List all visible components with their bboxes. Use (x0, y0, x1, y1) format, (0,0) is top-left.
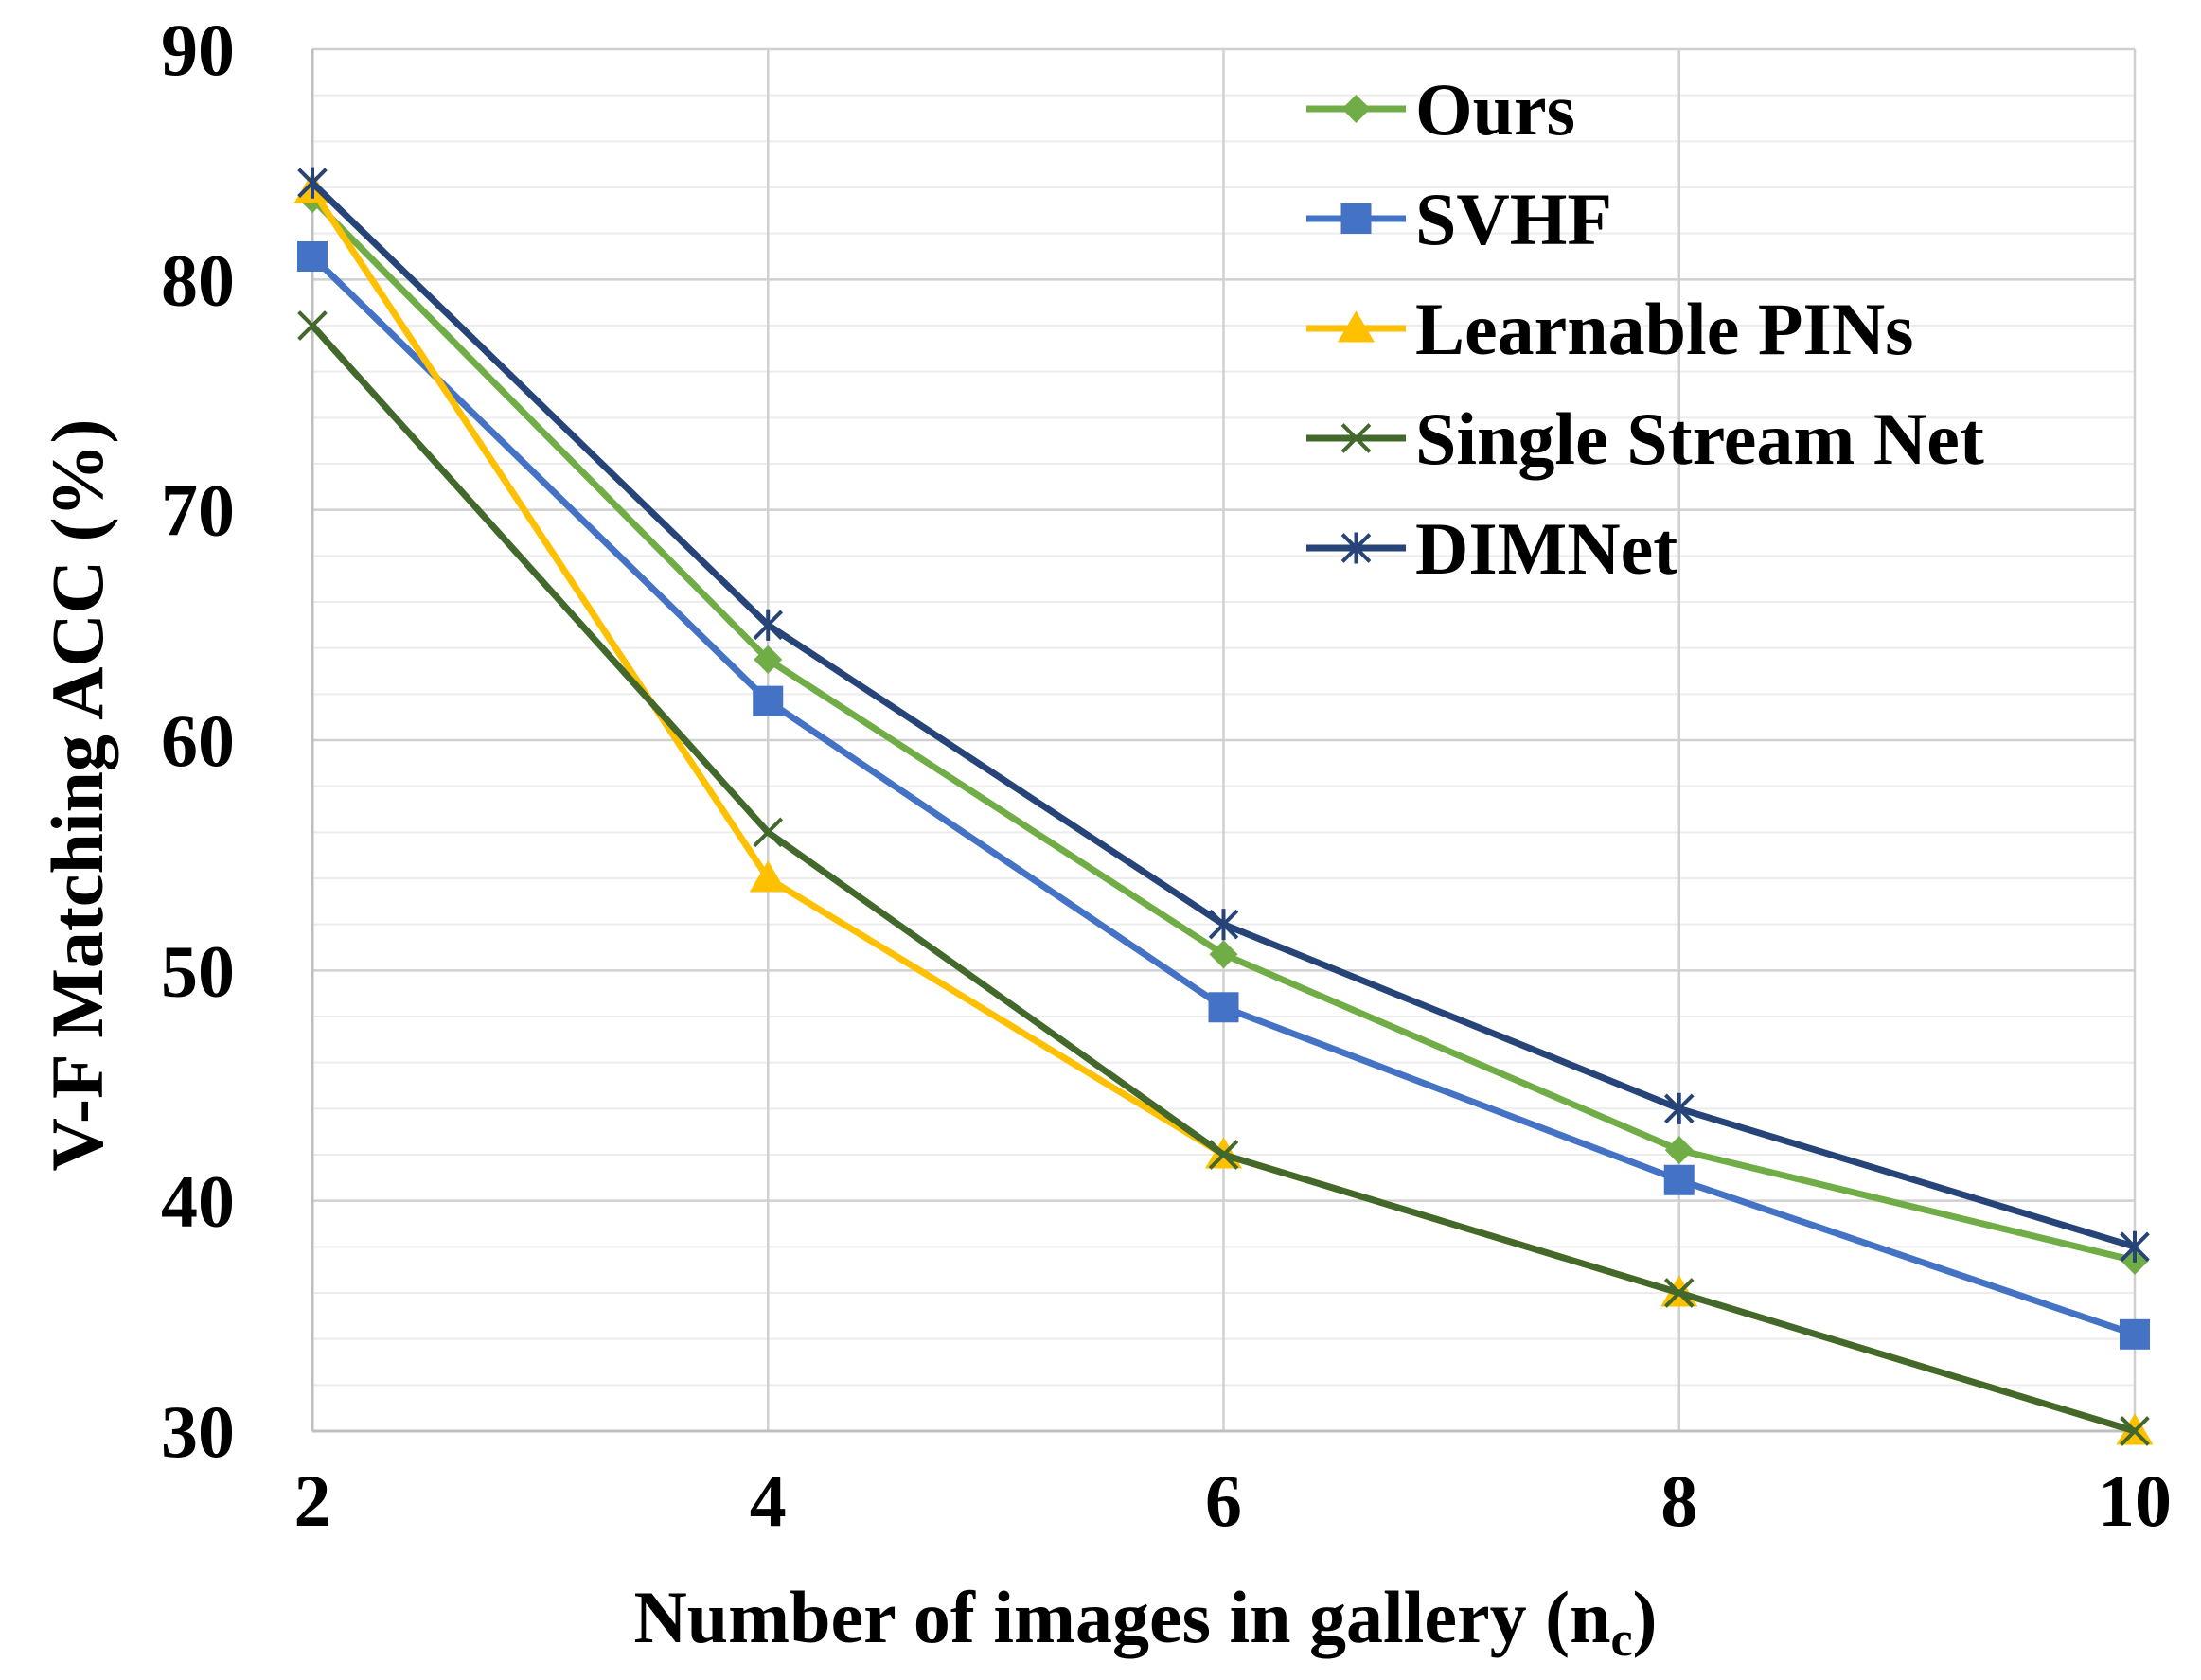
y-tick-label: 70 (161, 469, 235, 552)
diamond-marker (1209, 940, 1238, 969)
legend-label: Ours (1415, 68, 1575, 150)
y-axis-label: V-F Matching ACC (%) (36, 418, 118, 1171)
legend-entry: DIMNet (1306, 507, 1677, 590)
y-tick-label: 30 (161, 1390, 235, 1473)
x-tick-label: 6 (1205, 1459, 1242, 1542)
tick-labels: 30 40 50 60 70 80 90 2 4 6 8 10 (161, 9, 2172, 1542)
series-group (293, 167, 2154, 1446)
star-marker (297, 167, 328, 199)
y-tick-label: 90 (161, 9, 235, 91)
y-tick-label: 40 (161, 1160, 235, 1243)
x-tick-label: 2 (294, 1459, 331, 1542)
y-tick-label: 50 (161, 929, 235, 1012)
x-axis-label-main: Number of images in gallery (n (633, 1576, 1610, 1658)
y-tick-label: 80 (161, 239, 235, 321)
diamond-marker (1664, 1136, 1694, 1165)
star-marker (1663, 1092, 1695, 1124)
axes (311, 49, 2135, 1433)
series-dimnet (297, 167, 2150, 1263)
triangle-marker (1337, 310, 1376, 343)
legend-entry: SVHF (1306, 178, 1612, 260)
gridlines (311, 47, 2137, 1433)
square-marker (2120, 1318, 2150, 1350)
diamond-marker (1341, 95, 1371, 123)
legend-label: DIMNet (1415, 507, 1677, 590)
square-marker (1208, 992, 1239, 1023)
legend-entry: Ours (1306, 68, 1575, 150)
x-tick-label: 10 (2098, 1459, 2172, 1542)
x-axis-label-subscript: c (1610, 1613, 1632, 1667)
x-axis-label: Number of images in gallery (nc) (633, 1576, 1657, 1667)
legend-entry: Learnable PINs (1306, 288, 1914, 370)
x-tick-label: 8 (1660, 1459, 1697, 1542)
x-marker (2120, 1416, 2150, 1446)
x-marker (1208, 1140, 1239, 1170)
square-marker (297, 241, 328, 272)
series-svhf (297, 241, 2150, 1350)
x-marker (1663, 1278, 1695, 1308)
series-single-stream-net (297, 310, 2150, 1446)
y-tick-label: 60 (161, 699, 235, 782)
x-marker (753, 817, 784, 848)
star-marker (1340, 532, 1372, 564)
x-tick-label: 4 (750, 1459, 787, 1542)
square-marker (1340, 203, 1372, 234)
square-marker (753, 685, 784, 716)
legend: Ours SVHF Learnable PINs Single Stream Net D… (1306, 68, 1984, 590)
legend-label: Single Stream Net (1415, 398, 1984, 480)
legend-label: Learnable PINs (1415, 288, 1914, 370)
star-marker (1208, 909, 1239, 941)
square-marker (1663, 1164, 1695, 1195)
legend-entry: Single Stream Net (1306, 398, 1984, 480)
x-axis-label-close: ) (1633, 1576, 1658, 1658)
triangle-marker (749, 860, 787, 893)
x-marker (1340, 423, 1372, 453)
star-marker (753, 609, 784, 641)
legend-label: SVHF (1415, 178, 1612, 260)
x-marker (297, 310, 328, 341)
diamond-marker (754, 645, 783, 674)
star-marker (2120, 1230, 2150, 1263)
